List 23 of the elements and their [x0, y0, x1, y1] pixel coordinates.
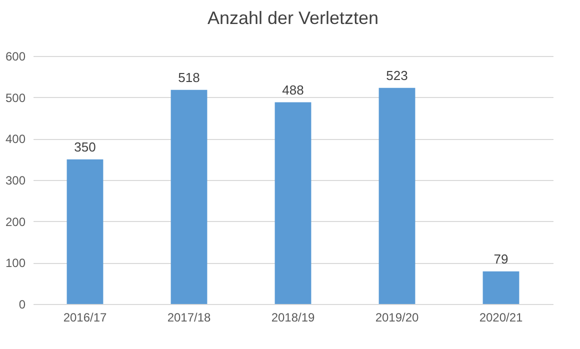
x-tick-label: 2016/17 [63, 310, 108, 324]
bar [378, 88, 416, 304]
data-label: 79 [494, 251, 508, 266]
x-tick-label: 2017/18 [167, 310, 212, 324]
x-tick-label: 2018/19 [271, 310, 316, 324]
bar [66, 159, 104, 304]
x-tick-label: 2019/20 [375, 310, 420, 324]
x-tick-label: 2020/21 [479, 310, 524, 324]
chart-title: Anzahl der Verletzten [207, 8, 379, 28]
y-tick-label: 0 [18, 298, 26, 312]
bar [170, 90, 208, 304]
bar [274, 102, 312, 304]
bar [482, 271, 520, 304]
y-tick-label: 300 [5, 174, 26, 188]
y-tick-label: 600 [5, 50, 26, 64]
data-label: 518 [178, 70, 200, 85]
data-label: 488 [282, 82, 304, 98]
y-tick-label: 500 [5, 90, 26, 105]
y-tick-label: 400 [5, 132, 26, 146]
y-tick-label: 100 [5, 256, 26, 270]
data-label: 350 [74, 139, 96, 154]
y-tick-label: 200 [5, 214, 26, 229]
data-label: 523 [386, 68, 408, 83]
